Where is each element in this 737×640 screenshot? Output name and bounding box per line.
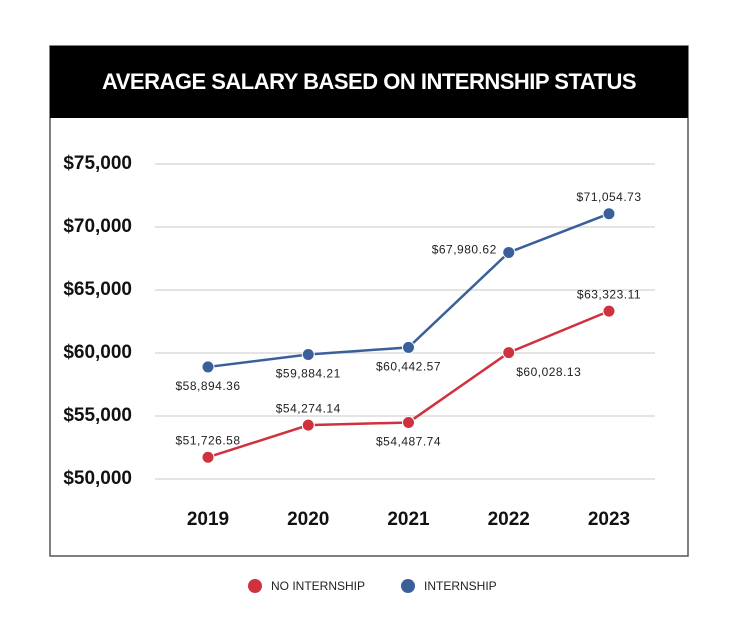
data-point — [502, 245, 516, 259]
data-point — [301, 347, 315, 361]
data-label: $51,726.58 — [175, 433, 240, 447]
legend-marker — [248, 579, 262, 593]
x-tick-label: 2023 — [588, 509, 630, 530]
title-bar — [50, 46, 688, 118]
y-tick-label: $50,000 — [63, 468, 132, 489]
data-point — [502, 346, 516, 360]
data-label: $59,884.21 — [276, 367, 341, 381]
legend-marker — [401, 579, 415, 593]
data-label: $67,980.62 — [432, 243, 497, 257]
y-tick-label: $55,000 — [63, 405, 132, 426]
x-tick-label: 2019 — [187, 509, 229, 530]
data-label: $54,487.74 — [376, 435, 441, 449]
data-point — [402, 340, 415, 354]
y-tick-label: $70,000 — [63, 216, 132, 237]
data-label: $60,028.13 — [516, 365, 581, 379]
legend-label: NO INTERNSHIP — [271, 579, 365, 593]
x-tick-label: 2022 — [488, 509, 530, 530]
y-tick-label: $60,000 — [63, 342, 132, 363]
legend-label: INTERNSHIP — [424, 579, 497, 593]
x-tick-label: 2021 — [387, 509, 430, 530]
data-point — [602, 207, 616, 221]
x-tick-label: 2020 — [287, 509, 329, 530]
data-label: $58,894.36 — [175, 379, 240, 393]
data-label: $60,442.57 — [376, 360, 441, 374]
data-point — [402, 415, 415, 429]
y-tick-label: $75,000 — [63, 153, 132, 174]
data-point — [201, 450, 215, 464]
data-point — [602, 304, 616, 318]
y-tick-label: $65,000 — [63, 279, 132, 300]
chart-title: AVERAGE SALARY BASED ON INTERNSHIP STATU… — [102, 69, 636, 94]
data-label: $54,274.14 — [276, 401, 341, 415]
data-label: $71,054.73 — [576, 190, 641, 204]
chart-frame — [49, 45, 689, 557]
data-label: $63,323.11 — [577, 287, 641, 301]
data-point — [301, 418, 315, 432]
data-point — [201, 360, 215, 374]
